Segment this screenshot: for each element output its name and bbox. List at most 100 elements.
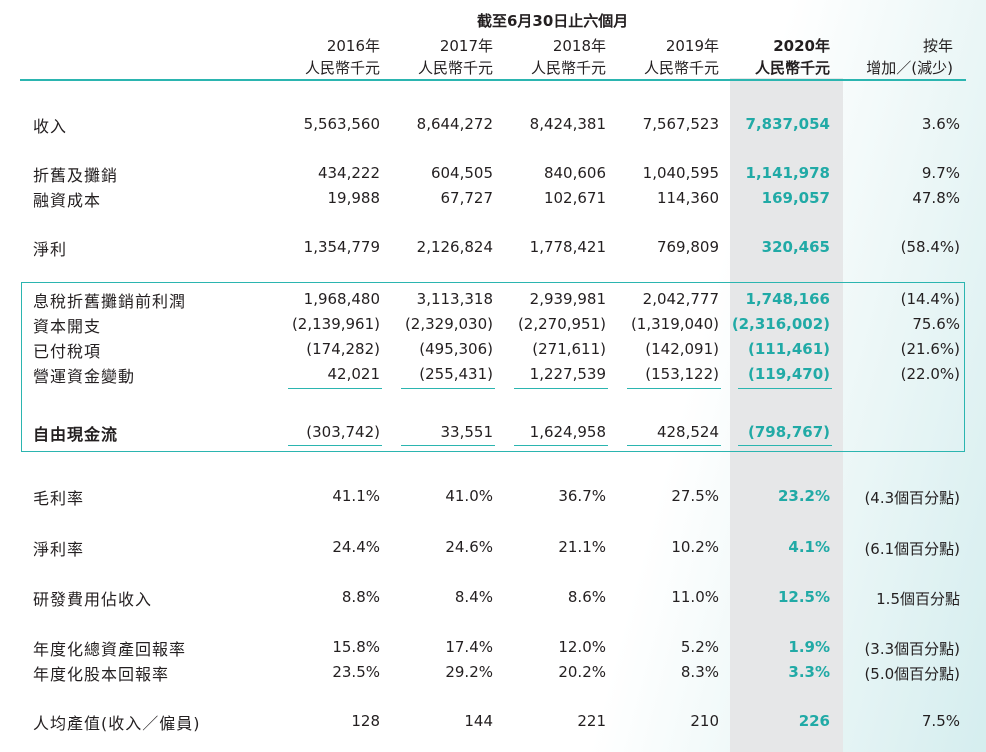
value-underline <box>288 388 382 389</box>
table-cell: 1,778,421 <box>529 238 606 256</box>
table-cell: 1,354,779 <box>303 238 380 256</box>
table-cell: 2,042,777 <box>642 290 719 308</box>
value-underline <box>627 445 721 446</box>
table-cell: 114,360 <box>656 189 719 207</box>
table-cell: 19,988 <box>327 189 381 207</box>
table-cell: 3.3% <box>788 663 830 681</box>
row-label: 人均產值(收入／僱員) <box>33 714 201 733</box>
row-label: 融資成本 <box>33 191 102 210</box>
table-cell: 226 <box>798 712 830 730</box>
column-year-heading: 2019年 <box>665 37 719 55</box>
table-cell: (2,329,030) <box>404 315 493 333</box>
table-cell: 23.2% <box>777 487 830 505</box>
column-unit-heading: 人民幣千元 <box>417 59 493 77</box>
row-label: 折舊及攤銷 <box>33 166 119 185</box>
value-underline <box>514 388 608 389</box>
value-underline <box>738 445 832 446</box>
table-cell: 169,057 <box>761 189 830 207</box>
table-cell: 23.5% <box>332 663 380 681</box>
table-cell: 47.8% <box>912 189 960 207</box>
table-cell: 428,524 <box>656 423 719 441</box>
table-cell: 41.1% <box>332 487 380 505</box>
table-cell: 15.8% <box>332 638 380 656</box>
row-label: 淨利率 <box>33 540 85 559</box>
table-cell: 67,727 <box>440 189 494 207</box>
table-cell: 12.0% <box>558 638 606 656</box>
table-cell: (21.6%) <box>900 340 960 358</box>
table-cell: (14.4%) <box>900 290 960 308</box>
table-cell: 840,606 <box>543 164 606 182</box>
table-cell: 1,141,978 <box>745 164 830 182</box>
table-cell: (58.4%) <box>900 238 960 256</box>
table-cell: 17.4% <box>445 638 493 656</box>
table-cell: 434,222 <box>317 164 380 182</box>
table-cell: (2,316,002) <box>731 315 830 333</box>
table-cell: (22.0%) <box>900 365 960 383</box>
table-cell: 12.5% <box>777 588 830 606</box>
table-cell: 102,671 <box>543 189 606 207</box>
table-cell: 27.5% <box>671 487 719 505</box>
free-cash-flow-box <box>21 282 965 452</box>
value-underline <box>401 445 495 446</box>
table-cell: 8.3% <box>680 663 719 681</box>
table-cell: (303,742) <box>306 423 380 441</box>
table-cell: 5.2% <box>680 638 719 656</box>
row-label: 年度化總資產回報率 <box>33 640 187 659</box>
table-cell: 1,968,480 <box>303 290 380 308</box>
table-cell: 9.7% <box>921 164 960 182</box>
table-cell: 128 <box>351 712 380 730</box>
row-label: 研發費用佔收入 <box>33 590 153 609</box>
table-cell: 5,563,560 <box>303 115 380 133</box>
column-unit-heading: 人民幣千元 <box>530 59 606 77</box>
column-year-heading: 按年 <box>922 37 953 55</box>
table-cell: 7.5% <box>921 712 960 730</box>
table-cell: 8.6% <box>567 588 606 606</box>
table-cell: (6.1個百分點) <box>864 540 960 558</box>
table-cell: (153,122) <box>645 365 719 383</box>
table-cell: 20.2% <box>558 663 606 681</box>
column-unit-heading: 人民幣千元 <box>643 59 719 77</box>
header-rule <box>20 79 966 81</box>
row-label: 資本開支 <box>33 317 102 336</box>
table-cell: 75.6% <box>912 315 960 333</box>
table-cell: 36.7% <box>558 487 606 505</box>
table-cell: 1.5個百分點 <box>876 590 960 608</box>
column-unit-heading: 人民幣千元 <box>304 59 380 77</box>
table-cell: 144 <box>464 712 493 730</box>
row-label: 毛利率 <box>33 489 85 508</box>
table-cell: (255,431) <box>419 365 493 383</box>
row-label: 自由現金流 <box>33 425 119 444</box>
table-cell: 24.6% <box>445 538 493 556</box>
row-label: 已付稅項 <box>33 342 102 361</box>
table-cell: 29.2% <box>445 663 493 681</box>
column-year-heading: 2020年 <box>773 37 830 55</box>
value-underline <box>288 445 382 446</box>
period-heading: 截至6月30日止六個月 <box>477 12 629 30</box>
table-cell: 21.1% <box>558 538 606 556</box>
table-cell: 7,567,523 <box>642 115 719 133</box>
column-year-heading: 2018年 <box>552 37 606 55</box>
table-cell: 8.4% <box>454 588 493 606</box>
table-cell: (4.3個百分點) <box>864 489 960 507</box>
table-cell: 604,505 <box>430 164 493 182</box>
table-cell: 320,465 <box>761 238 830 256</box>
table-cell: 7,837,054 <box>745 115 830 133</box>
table-cell: (5.0個百分點) <box>864 665 960 683</box>
table-cell: 221 <box>577 712 606 730</box>
table-cell: 1,227,539 <box>529 365 606 383</box>
table-cell: 3.6% <box>921 115 960 133</box>
table-cell: (495,306) <box>419 340 493 358</box>
table-cell: 1.9% <box>788 638 830 656</box>
table-cell: 2,939,981 <box>529 290 606 308</box>
table-cell: 3,113,318 <box>416 290 493 308</box>
row-label: 息稅折舊攤銷前利潤 <box>33 292 187 311</box>
table-cell: 41.0% <box>445 487 493 505</box>
table-cell: (174,282) <box>306 340 380 358</box>
table-cell: 1,624,958 <box>529 423 606 441</box>
table-cell: (119,470) <box>747 365 830 383</box>
value-underline <box>401 388 495 389</box>
row-label: 淨利 <box>33 240 68 259</box>
table-cell: 24.4% <box>332 538 380 556</box>
table-cell: (1,319,040) <box>630 315 719 333</box>
table-cell: (798,767) <box>747 423 830 441</box>
